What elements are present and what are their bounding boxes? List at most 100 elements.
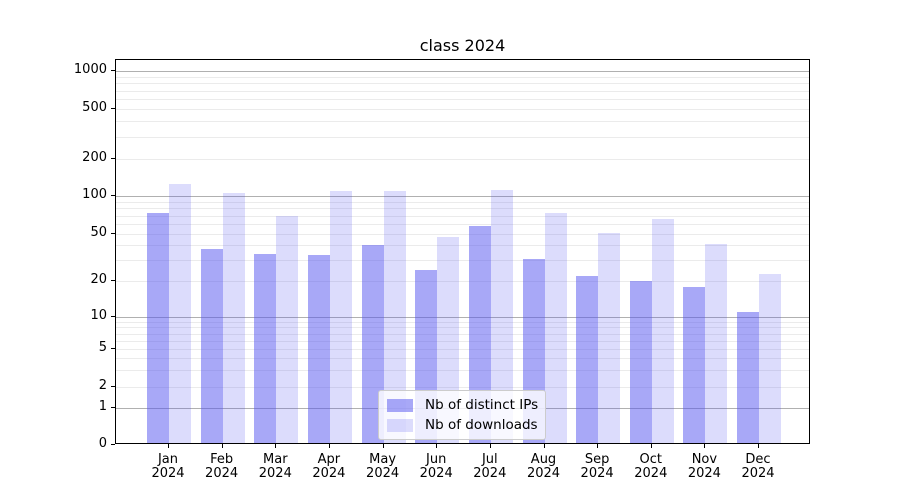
bar-downloads bbox=[169, 184, 191, 443]
legend-label: Nb of downloads bbox=[425, 417, 538, 433]
x-tick-mark bbox=[275, 444, 277, 448]
y-tick-mark bbox=[111, 316, 115, 317]
bar-downloads bbox=[759, 273, 781, 443]
x-tick-label: Jul 2024 bbox=[473, 452, 507, 481]
y-tick-label: 10 bbox=[90, 308, 107, 323]
plot-area bbox=[115, 59, 810, 444]
bar-downloads bbox=[329, 190, 352, 443]
bar-distinct-ips bbox=[200, 249, 223, 443]
gridline-major bbox=[116, 317, 809, 318]
gridline-minor bbox=[116, 121, 809, 123]
bar-downloads bbox=[276, 215, 299, 443]
gridline-minor bbox=[116, 349, 809, 350]
legend-item: Nb of distinct IPs bbox=[387, 397, 539, 413]
bar-distinct-ips bbox=[629, 281, 652, 443]
legend-label: Nb of distinct IPs bbox=[425, 397, 539, 413]
x-tick-mark bbox=[328, 444, 330, 448]
x-tick-label: May 2024 bbox=[366, 452, 400, 481]
y-tick-mark bbox=[111, 195, 115, 196]
gridline-major bbox=[116, 196, 809, 197]
bar-downloads bbox=[222, 193, 245, 443]
gridline-minor bbox=[116, 224, 809, 225]
bar-distinct-ips bbox=[307, 255, 330, 443]
bar-downloads bbox=[544, 213, 567, 443]
x-tick-mark bbox=[221, 444, 223, 448]
x-tick-label: Jun 2024 bbox=[419, 452, 453, 481]
gridline-minor bbox=[116, 260, 809, 262]
y-tick-mark bbox=[111, 108, 115, 109]
gridline-minor bbox=[116, 245, 809, 247]
x-tick-label: Feb 2024 bbox=[205, 452, 239, 481]
y-tick-label: 1000 bbox=[73, 62, 107, 77]
y-tick-mark bbox=[111, 407, 115, 408]
x-tick-mark bbox=[382, 444, 384, 448]
y-tick-label: 100 bbox=[82, 187, 107, 202]
gridline-minor bbox=[116, 370, 809, 372]
y-tick-label: 0 bbox=[98, 436, 107, 451]
x-tick-mark bbox=[704, 444, 706, 448]
x-tick-mark bbox=[436, 444, 438, 448]
gridline-minor bbox=[116, 387, 809, 388]
gridline-minor bbox=[116, 99, 809, 100]
bar-downloads bbox=[383, 190, 406, 443]
gridline-major bbox=[116, 71, 809, 72]
y-tick-label: 200 bbox=[82, 150, 107, 165]
x-tick-label: Jan 2024 bbox=[151, 452, 185, 481]
gridline-minor bbox=[116, 321, 809, 323]
x-tick-mark bbox=[168, 444, 169, 448]
gridline-minor bbox=[116, 201, 809, 203]
gridline-minor bbox=[116, 215, 809, 217]
gridline-minor bbox=[116, 358, 809, 360]
y-tick-mark bbox=[111, 386, 115, 387]
bar-distinct-ips bbox=[254, 253, 277, 443]
x-tick-label: Nov 2024 bbox=[687, 452, 721, 481]
gridline-minor bbox=[116, 281, 809, 282]
gridline-minor bbox=[116, 234, 809, 235]
bar-downloads bbox=[651, 218, 674, 443]
x-tick-mark bbox=[758, 444, 759, 448]
x-tick-mark bbox=[543, 444, 545, 448]
gridline-minor bbox=[116, 333, 809, 335]
y-tick-label: 500 bbox=[82, 100, 107, 115]
x-tick-mark bbox=[597, 444, 599, 448]
legend-swatch-downloads bbox=[387, 418, 413, 432]
y-tick-label: 50 bbox=[90, 225, 107, 240]
gridline-minor bbox=[116, 136, 809, 138]
bar-distinct-ips bbox=[737, 312, 759, 443]
x-tick-label: Mar 2024 bbox=[258, 452, 292, 481]
chart-title: class 2024 bbox=[419, 36, 506, 55]
y-tick-label: 2 bbox=[98, 378, 107, 393]
y-tick-mark bbox=[111, 158, 115, 159]
y-tick-mark bbox=[111, 444, 115, 445]
gridline-minor bbox=[116, 76, 809, 78]
y-tick-mark bbox=[111, 348, 115, 349]
bar-distinct-ips bbox=[576, 276, 599, 443]
bar-downloads bbox=[490, 189, 513, 443]
x-tick-mark bbox=[489, 444, 491, 448]
legend-swatch-distinct-ips bbox=[387, 398, 413, 412]
y-tick-mark bbox=[111, 280, 115, 281]
gridline-minor bbox=[116, 340, 809, 342]
bar-distinct-ips bbox=[683, 286, 706, 443]
bar-downloads bbox=[598, 232, 621, 443]
gridline-minor bbox=[116, 90, 809, 92]
bar-distinct-ips bbox=[147, 212, 169, 443]
x-tick-label: Apr 2024 bbox=[312, 452, 346, 481]
x-tick-label: Oct 2024 bbox=[634, 452, 668, 481]
legend: Nb of distinct IPs Nb of downloads bbox=[378, 390, 546, 440]
y-tick-mark bbox=[111, 233, 115, 234]
y-tick-label: 5 bbox=[98, 340, 107, 355]
x-tick-label: Dec 2024 bbox=[741, 452, 775, 481]
x-tick-mark bbox=[650, 444, 652, 448]
gridline-minor bbox=[116, 109, 809, 110]
x-tick-label: Aug 2024 bbox=[526, 452, 561, 481]
gridline-minor bbox=[116, 83, 809, 85]
x-tick-label: Sep 2024 bbox=[580, 452, 614, 481]
legend-item: Nb of downloads bbox=[387, 417, 538, 433]
y-tick-label: 20 bbox=[90, 272, 107, 287]
gridline-minor bbox=[116, 159, 809, 160]
y-tick-label: 1 bbox=[98, 399, 107, 414]
bar-downloads bbox=[705, 244, 728, 443]
bar-distinct-ips bbox=[468, 225, 491, 443]
